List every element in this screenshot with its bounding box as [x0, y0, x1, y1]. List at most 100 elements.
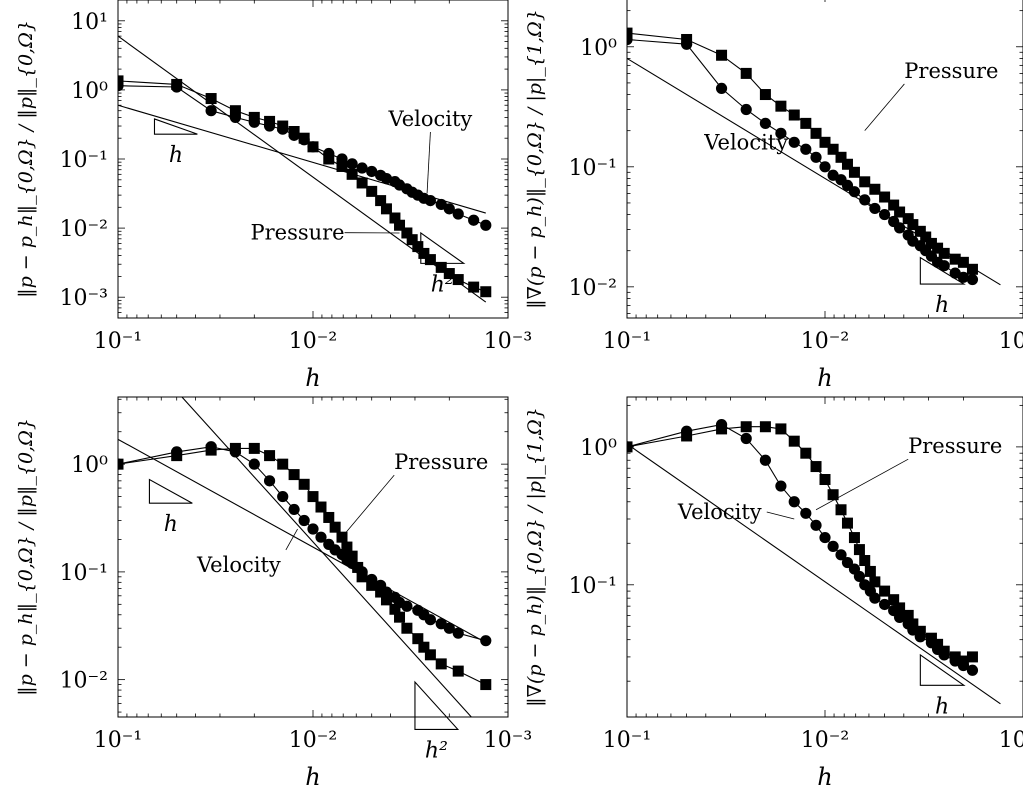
pressure-point [248, 442, 260, 454]
x-tick-label: 10⁻² [801, 329, 849, 354]
pressure-point [298, 478, 310, 490]
velocity-point [315, 531, 327, 543]
x-axis-label: h [305, 763, 320, 791]
pressure-point [810, 461, 822, 473]
series-annotation-pressure: Pressure [908, 434, 1002, 458]
x-tick-label: 10⁻³ [999, 728, 1023, 753]
x-tick-label: 10⁻² [801, 728, 849, 753]
pressure-point [452, 274, 464, 286]
velocity-point [740, 103, 752, 116]
pressure-point [932, 242, 944, 254]
y-tick-label: 10⁻² [60, 669, 108, 694]
velocity-point [480, 219, 492, 231]
pressure-point [356, 177, 368, 189]
velocity-point [715, 82, 728, 95]
y-tick-label: 10⁻² [60, 217, 108, 242]
y-axis-label: ‖∇(p − p_h)‖_{0,Ω} / |p|_{1,Ω} [524, 407, 546, 707]
annotation-leader-line [815, 458, 909, 511]
velocity-point [869, 592, 881, 604]
pressure-point [920, 231, 932, 243]
pressure-point [716, 49, 728, 61]
velocity-point [893, 222, 906, 234]
pressure-point [205, 93, 217, 105]
velocity-point [468, 214, 480, 226]
slope-triangle-order-1 [153, 118, 198, 135]
chart-panel-4: 10⁻¹ 10⁻² 10⁻³ 10⁰ 10⁻¹ h ‖∇(p − p_h)‖_{0,Ω} /… [524, 396, 1023, 791]
pressure-point [389, 212, 401, 224]
velocity-point [841, 556, 854, 569]
y-tick-label: 10⁻¹ [569, 574, 617, 599]
velocity-point [424, 195, 437, 207]
velocity-point [853, 570, 866, 583]
y-axis-label: ‖∇(p − p_h)‖_{0,Ω} / |p|_{1,Ω} [524, 9, 546, 309]
velocity-point [788, 496, 800, 508]
x-tick-label: 10⁻¹ [603, 728, 651, 753]
pressure-point [914, 225, 926, 237]
x-axis-label: h [817, 364, 832, 392]
pressure-point [775, 423, 787, 435]
pressure-point [853, 544, 865, 556]
pressure-point [323, 511, 335, 523]
chart-panel-2: 10⁻¹ 10⁻² 10⁻³ 10⁰ 10⁻¹ 10⁻² h ‖∇(p − p_h)‖_{0,… [524, 0, 1023, 392]
pressure-point [627, 441, 633, 453]
pressure-point [819, 474, 831, 486]
plot-frame [117, 396, 509, 718]
pressure-point [341, 541, 353, 553]
chart-panel-3: 10⁻¹ 10⁻² 10⁻³ 10⁰ 10⁻¹ 10⁻² h ‖p − p_h‖_{0,Ω} … [15, 396, 532, 791]
y-tick-label: 10⁻¹ [60, 148, 108, 173]
pressure-point [914, 625, 926, 637]
y-tick-label: 10⁰ [71, 453, 108, 478]
series-annotation-velocity: Velocity [703, 130, 788, 154]
velocity-point [893, 611, 906, 624]
velocity-point [775, 127, 787, 139]
pressure-point [394, 611, 406, 623]
velocity-point [452, 208, 464, 220]
x-axis-label: h [817, 763, 832, 791]
annotation-leader-line [426, 132, 431, 194]
velocity-point [788, 136, 800, 148]
pressure-point [775, 100, 787, 112]
velocity-point [819, 531, 831, 544]
pressure-point [229, 105, 241, 117]
y-tick-label: 10⁰ [71, 79, 108, 104]
pressure-point [894, 602, 906, 614]
pressure-point [907, 219, 919, 231]
velocity-point [356, 162, 368, 174]
pressure-point [957, 256, 969, 268]
pressure-point [938, 247, 950, 259]
y-tick-label: 10¹ [71, 10, 108, 35]
series-annotation-velocity: Velocity [196, 553, 281, 577]
pressure-point [352, 561, 364, 573]
pressure-point [788, 435, 800, 447]
pressure-point [869, 183, 881, 195]
pressure-point [859, 176, 871, 188]
pressure-point [740, 421, 752, 433]
velocity-point [810, 519, 822, 531]
pressure-point [949, 651, 961, 663]
pressure-point [315, 501, 327, 513]
pressure-point [366, 185, 378, 197]
velocity-point [800, 143, 812, 155]
pressure-point [307, 491, 319, 503]
pressure-point [307, 141, 319, 153]
velocity-point [740, 432, 752, 445]
pressure-point [380, 594, 392, 606]
pressure-point [864, 565, 876, 577]
pressure-point [938, 645, 950, 657]
pressure-point [888, 199, 900, 211]
pressure-point [418, 641, 430, 653]
pressure-point [248, 111, 260, 123]
slope-triangle-label: h [169, 143, 183, 168]
pressure-point [171, 450, 183, 462]
velocity-point [859, 194, 871, 206]
slope-triangle-label: h² [425, 738, 448, 763]
pressure-point [888, 594, 900, 606]
series-annotation-velocity: Velocity [677, 500, 762, 524]
pressure-point [288, 126, 300, 138]
velocity-point [298, 514, 310, 527]
x-tick-label: 10⁻² [289, 728, 337, 753]
reference-line-slope-1 [627, 443, 1001, 705]
x-axis-label: h [305, 364, 320, 392]
pressure-point [356, 571, 368, 583]
pressure-point [375, 586, 387, 598]
